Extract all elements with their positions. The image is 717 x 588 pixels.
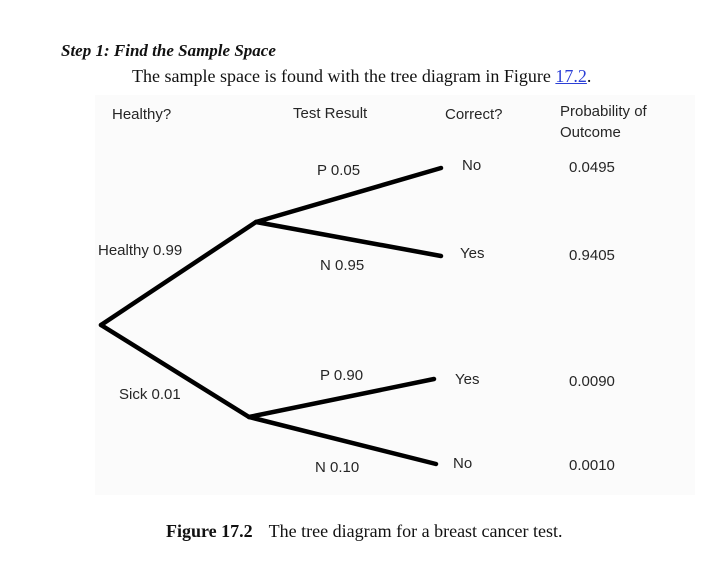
branch-healthy-positive	[253, 165, 444, 225]
intro-end: .	[586, 66, 592, 86]
correct-label-4: No	[453, 455, 473, 472]
branch-label-sick: Sick 0.01	[119, 386, 181, 403]
correct-label-3: Yes	[455, 371, 480, 388]
branch-label-healthy-positive: P 0.05	[317, 162, 361, 179]
branch-sick-negative	[246, 414, 439, 467]
branch-sick-positive	[246, 376, 437, 420]
branch-label-sick-negative: N 0.10	[315, 459, 360, 476]
branch-root-sick	[98, 322, 252, 420]
header-probability-line1: Probability of	[560, 103, 647, 120]
figure-link[interactable]: 17.2	[555, 66, 587, 86]
correct-label-2: Yes	[460, 245, 485, 262]
branch-root-healthy	[98, 219, 259, 328]
intro-sentence: The sample space is found with the tree …	[132, 64, 591, 88]
outcome-probability-3: 0.0090	[569, 373, 615, 390]
outcome-probability-1: 0.0495	[569, 159, 615, 176]
branch-label-healthy-negative: N 0.95	[320, 257, 365, 274]
step-title: Step 1: Find the Sample Space	[61, 41, 276, 60]
branch-label-healthy: Healthy 0.99	[98, 242, 183, 259]
tree-diagram: Healthy? Test Result Correct? Probabilit…	[95, 95, 695, 495]
outcome-probability-2: 0.9405	[569, 247, 615, 264]
header-test-result: Test Result	[293, 105, 368, 122]
figure-caption: Figure 17.2 The tree diagram for a breast…	[166, 519, 563, 543]
branch-healthy-negative	[253, 219, 444, 259]
branch-label-sick-positive: P 0.90	[320, 367, 364, 384]
header-healthy: Healthy?	[112, 106, 172, 123]
intro-text: The sample space is found with the tree …	[132, 66, 556, 86]
header-correct: Correct?	[445, 106, 503, 123]
caption-text: The tree diagram for a breast cancer tes…	[268, 521, 563, 541]
figure-number: Figure 17.2	[166, 521, 253, 541]
header-probability-line2: Outcome	[560, 124, 621, 141]
outcome-probability-4: 0.0010	[569, 457, 615, 474]
tree-lines	[98, 165, 444, 467]
correct-label-1: No	[462, 157, 482, 174]
